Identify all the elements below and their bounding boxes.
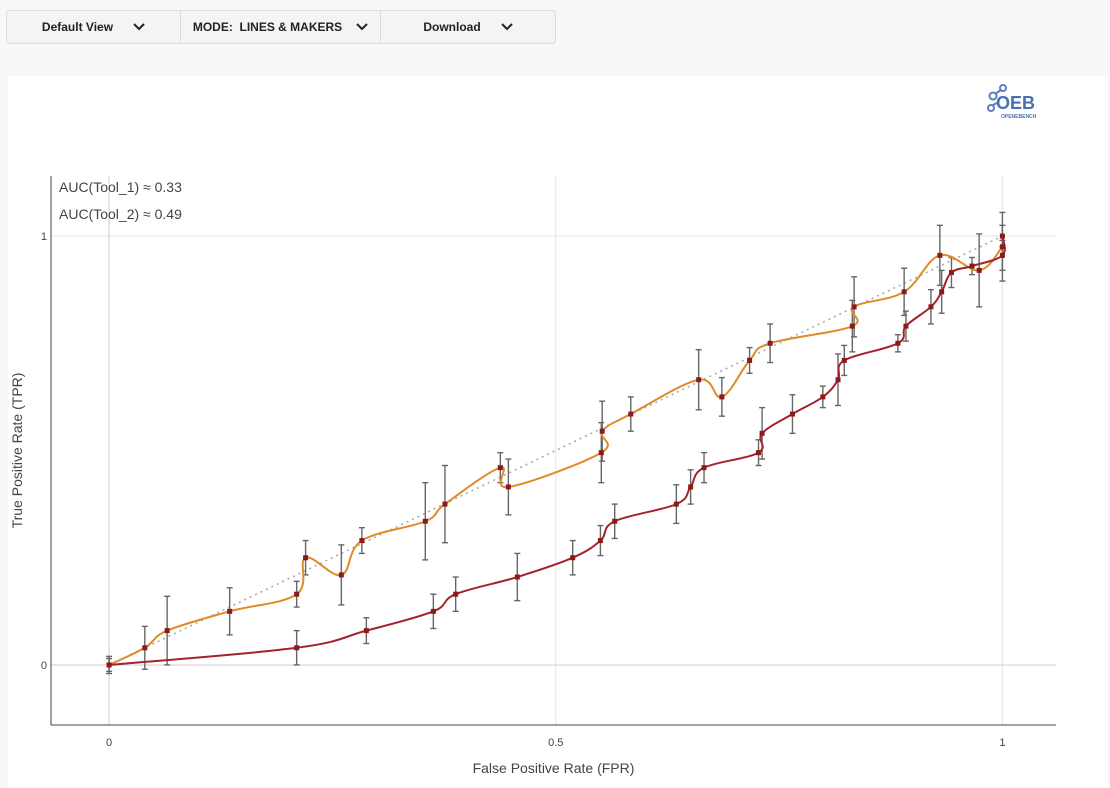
tool2-point [903, 323, 909, 329]
auc-annotation: AUC(Tool_1) ≈ 0.33 [59, 179, 182, 195]
tool1-point [599, 428, 605, 434]
x-tick-label: 0 [106, 737, 112, 749]
chart-panel [8, 76, 1108, 788]
x-axis-title: False Positive Rate (FPR) [473, 760, 635, 776]
chevron-down-icon [356, 23, 368, 31]
tool2-point [756, 450, 762, 456]
tool1-point [497, 465, 503, 471]
tool1-point [422, 518, 428, 524]
tool2-point [106, 662, 112, 668]
chevron-down-icon [133, 23, 145, 31]
default-view-label: Default View [41, 20, 114, 34]
tool2-point [597, 538, 603, 544]
y-tick-label: 0 [41, 660, 47, 672]
x-tick-label: 0.5 [548, 737, 563, 749]
tool1-point [505, 484, 511, 490]
tool2-point [363, 628, 369, 634]
tool1-point [142, 645, 148, 651]
tool1-point [227, 608, 233, 614]
tool2-point [570, 555, 576, 561]
tool2-point [928, 304, 934, 310]
tool2-point [789, 411, 795, 417]
tool1-point [719, 394, 725, 400]
tool1-point [937, 252, 943, 258]
tool2-point [948, 270, 954, 276]
tool1-point [747, 357, 753, 363]
chevron-down-icon [500, 23, 513, 31]
tool2-point [514, 574, 520, 580]
tool1-point [628, 411, 634, 417]
tool2-point [759, 430, 765, 436]
tool2-point [820, 394, 826, 400]
tool2-point [969, 263, 975, 269]
tool2-point [673, 501, 679, 507]
tool2-point [453, 591, 459, 597]
tool2-point [430, 608, 436, 614]
tool1-point [851, 304, 857, 310]
toolbar: Default View MODE: LINES & MAKERS Downlo… [6, 10, 556, 44]
download-dropdown[interactable]: Download [381, 11, 555, 43]
tool2-point [294, 645, 300, 651]
tool1-point [303, 555, 309, 561]
tool1-point [901, 289, 907, 295]
y-axis-title: True Positive Rate (TPR) [9, 373, 25, 529]
tool1-point [999, 244, 1005, 250]
mode-label: MODE: LINES & MAKERS [192, 20, 343, 34]
tool2-point [688, 484, 694, 490]
tool1-point [767, 340, 773, 346]
tool1-point [598, 450, 604, 456]
tool2-point [835, 377, 841, 383]
logo-text: OEB [996, 93, 1035, 113]
tool1-point [294, 591, 300, 597]
tool1-point [359, 538, 365, 544]
tool1-point [976, 267, 982, 273]
default-view-dropdown[interactable]: Default View [7, 11, 181, 43]
mode-dropdown[interactable]: MODE: LINES & MAKERS [181, 11, 381, 43]
tool2-point [612, 518, 618, 524]
tool2-point [841, 357, 847, 363]
tool1-point [338, 572, 344, 578]
tool2-point [999, 252, 1005, 258]
openebench-logo: OEB OPENEBENCH [985, 84, 1039, 122]
tool2-point [701, 465, 707, 471]
tool2-point [999, 233, 1005, 239]
tool2-point [895, 340, 901, 346]
tool2-point [939, 289, 945, 295]
x-tick-label: 1 [999, 737, 1005, 749]
auc-annotation: AUC(Tool_2) ≈ 0.49 [59, 206, 182, 222]
tool2-line [108, 235, 1006, 666]
tool1-point [696, 377, 702, 383]
y-tick-label: 1 [41, 231, 47, 243]
download-label: Download [423, 20, 481, 34]
tool1-point [442, 501, 448, 507]
logo-subtext: OPENEBENCH [1001, 114, 1037, 120]
tool1-point [849, 323, 855, 329]
tool1-point [164, 628, 170, 634]
